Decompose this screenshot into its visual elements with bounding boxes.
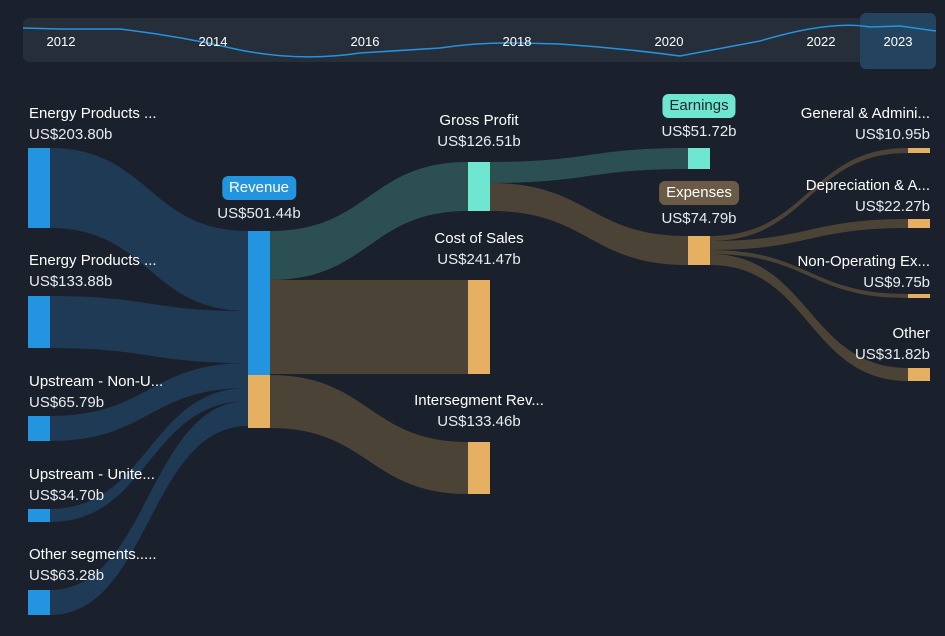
timeline-year-2018[interactable]: 2018	[502, 34, 532, 49]
timeline-year-2014[interactable]: 2014	[198, 34, 228, 49]
node-intersegment-revenue[interactable]	[468, 442, 490, 494]
node-label-gross-profit: Gross Profit US$126.51b	[437, 112, 521, 150]
node-label-energy-products-1: Energy Products ... US$203.80b	[29, 105, 157, 143]
node-revenue-intersegment-part[interactable]	[248, 375, 270, 428]
node-gross-profit[interactable]	[468, 162, 490, 211]
node-upstream-non-us[interactable]	[28, 416, 50, 441]
node-label-cost-of-sales: Cost of Sales US$241.47b	[434, 230, 524, 268]
link-upu-revenue	[50, 388, 248, 522]
node-label-non-operating: Non-Operating Ex... US$9.75b	[797, 253, 930, 291]
node-revenue[interactable]	[248, 231, 270, 375]
node-label-upstream-us: Upstream - Unite... US$34.70b	[29, 466, 155, 504]
node-non-operating[interactable]	[908, 294, 930, 298]
link-grossprofit-earnings	[490, 148, 688, 183]
node-label-energy-products-2: Energy Products ... US$133.88b	[29, 252, 157, 290]
timeline-year-2020[interactable]: 2020	[654, 34, 684, 49]
node-earnings[interactable]	[688, 148, 710, 169]
node-upstream-us[interactable]	[28, 509, 50, 522]
link-ep1-revenue	[50, 148, 248, 311]
node-depreciation[interactable]	[908, 219, 930, 228]
node-energy-products-1[interactable]	[28, 148, 50, 228]
node-label-other-expenses: Other US$31.82b	[854, 325, 930, 363]
node-general-admin[interactable]	[908, 148, 930, 153]
node-other-segments[interactable]	[28, 590, 50, 615]
link-oth-revenue	[50, 401, 248, 615]
timeline-trend-line	[22, 24, 937, 58]
link-ep2-revenue	[50, 296, 248, 363]
link-revenue-intersegment	[270, 375, 468, 494]
node-label-general-admin: General & Admini... US$10.95b	[800, 105, 930, 143]
timeline-year-2016[interactable]: 2016	[350, 34, 380, 49]
node-label-intersegment-revenue: Intersegment Rev... US$133.46b	[414, 392, 544, 430]
timeline-year-2023[interactable]: 2023	[883, 34, 913, 49]
timeline-year-2012[interactable]: 2012	[46, 34, 76, 49]
link-expenses-other	[710, 254, 908, 381]
node-label-revenue: Revenue US$501.44b	[217, 176, 301, 223]
link-upn-revenue	[50, 363, 248, 441]
timeline-bar[interactable]	[23, 18, 936, 62]
link-grossprofit-expenses	[490, 183, 688, 265]
link-expenses-ga	[710, 148, 908, 241]
node-cost-of-sales[interactable]	[468, 280, 490, 374]
link-expenses-dep	[710, 219, 908, 250]
link-revenue-grossprofit	[270, 162, 468, 280]
node-other-expenses[interactable]	[908, 368, 930, 381]
link-revenue-costofsales	[270, 280, 468, 374]
link-expenses-nonop	[710, 250, 908, 298]
node-label-other-segments: Other segments..... US$63.28b	[29, 546, 157, 584]
node-energy-products-2[interactable]	[28, 296, 50, 348]
node-label-upstream-non-us: Upstream - Non-U... US$65.79b	[29, 373, 164, 411]
node-label-expenses: Expenses US$74.79b	[659, 181, 739, 228]
node-label-depreciation: Depreciation & A... US$22.27b	[805, 177, 930, 215]
timeline-year-2022[interactable]: 2022	[806, 34, 836, 49]
node-expenses[interactable]	[688, 236, 710, 265]
timeline-selected-year[interactable]	[860, 13, 936, 69]
node-label-earnings: Earnings US$51.72b	[661, 94, 737, 141]
